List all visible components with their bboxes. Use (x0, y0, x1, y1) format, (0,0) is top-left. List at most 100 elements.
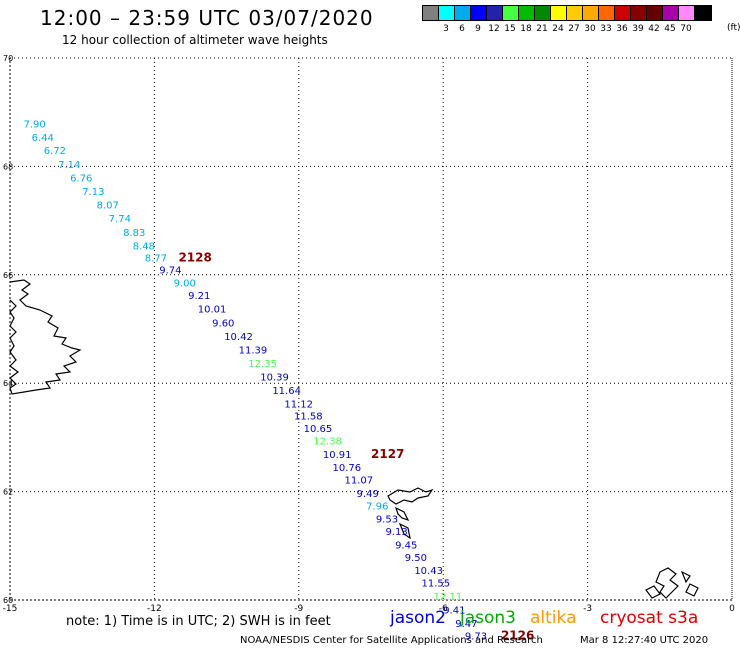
wave-height-reading: 9.13 (385, 527, 407, 538)
legend-swatch (423, 6, 439, 20)
wave-height-reading: 12.38 (313, 436, 342, 447)
wave-height-reading: 9.74 (159, 266, 181, 277)
track-id-label: 2127 (371, 447, 404, 461)
legend-swatch (615, 6, 631, 20)
lon-tick-label: -12 (147, 604, 162, 614)
legend-label: 12 (488, 24, 500, 34)
footnote: note: 1) Time is in UTC; 2) SWH is in fe… (66, 614, 331, 629)
legend-swatch (695, 6, 711, 20)
wave-height-reading: 10.76 (332, 463, 361, 474)
satellite-label: jason3 (460, 608, 516, 628)
legend-swatch (647, 6, 663, 20)
lon-tick-label: -9 (294, 604, 303, 614)
lat-tick-label: 64 (3, 379, 13, 388)
legend-swatch (631, 6, 647, 20)
wave-height-reading: 9.00 (174, 279, 196, 290)
legend-label: 36 (616, 24, 628, 34)
wave-height-reading: 7.90 (23, 119, 45, 130)
wave-height-reading: 12.11 (434, 592, 463, 603)
satellite-label: altika (530, 608, 577, 628)
legend-swatch (679, 6, 695, 20)
lon-tick-label: -3 (583, 604, 592, 614)
page-title: 12:00 – 23:59 UTC 03/07/2020 (40, 6, 374, 30)
legend-label: 9 (475, 24, 481, 34)
wave-height-reading: 7.13 (82, 187, 104, 198)
graticule: -15 -12 -9 -6 -3 0 60 62 64 66 68 70 (3, 54, 735, 614)
wave-height-reading: 9.73 (465, 632, 487, 643)
legend-label: 39 (632, 24, 644, 34)
wave-height-reading: 9.41 (443, 606, 465, 617)
lat-tick-label: 68 (3, 162, 13, 171)
wave-height-reading: 10.43 (414, 566, 443, 577)
faroe-islands (387, 487, 434, 540)
wave-height-reading: 9.21 (188, 291, 210, 302)
wave-height-reading: 9.53 (376, 514, 398, 525)
legend-label: 15 (504, 24, 516, 34)
iceland-coast (9, 279, 82, 395)
legend-label: 27 (568, 24, 580, 34)
legend-swatch (455, 6, 471, 20)
track-id-label: 2128 (178, 250, 211, 264)
wave-height-reading: 7.14 (58, 160, 80, 171)
wave-height-reading: 8.48 (133, 241, 155, 252)
wave-height-reading: 12.35 (248, 359, 277, 370)
legend-label: 33 (600, 24, 612, 34)
wave-height-reading: 10.42 (224, 332, 253, 343)
legend-label: 3 (443, 24, 449, 34)
wave-height-reading: 6.76 (70, 174, 92, 185)
wave-height-reading: 9.49 (357, 489, 379, 500)
wave-height-reading: 11.64 (272, 386, 301, 397)
legend-swatch (599, 6, 615, 20)
satellite-label: cryosat s3a (600, 608, 699, 628)
wave-height-reading: 9.47 (455, 619, 477, 630)
legend-label: 45 (664, 24, 676, 34)
legend-label: 30 (584, 24, 596, 34)
lat-tick-label: 60 (3, 596, 13, 605)
legend-label: 70 (680, 24, 692, 34)
wave-height-reading: 9.45 (395, 541, 417, 552)
coastlines (9, 279, 699, 599)
wave-height-reading: 10.01 (198, 305, 227, 316)
shetland-islands (645, 567, 699, 599)
wave-height-reading: 6.44 (32, 133, 54, 144)
legend-label: 6 (459, 24, 465, 34)
lat-tick-label: 70 (3, 54, 13, 63)
wave-height-reading: 7.74 (109, 214, 131, 225)
wave-height-reading: 11.55 (422, 578, 451, 589)
color-scale-legend: 3 6 9 12 15 18 21 24 27 30 33 36 39 42 45 70 (ft) (422, 5, 740, 34)
wave-height-reading: 6.72 (44, 146, 66, 157)
lon-tick-label: -15 (3, 604, 18, 614)
wave-height-reading: 11.07 (345, 475, 374, 486)
legend-label: 42 (648, 24, 660, 34)
credit-line: NOAA/NESDIS Center for Satellite Applica… (240, 635, 543, 646)
wave-height-reading: 11.39 (239, 345, 268, 356)
wave-height-reading: 8.77 (145, 253, 167, 264)
legend-swatch (535, 6, 551, 20)
wave-height-reading: 8.83 (123, 228, 145, 239)
wave-height-reading: 9.50 (405, 553, 427, 564)
wave-height-readings: 7.90 6.44 6.72 7.14 6.76 7.13 8.07 7.74 8.83 8.48… (23, 119, 487, 642)
generated-timestamp: Mar 8 12:27:40 UTC 2020 (580, 635, 709, 646)
legend-swatch (503, 6, 519, 20)
legend-swatch (439, 6, 455, 20)
satellite-label: jason2 (390, 608, 446, 628)
legend-swatch (567, 6, 583, 20)
wave-height-reading: 10.65 (304, 424, 333, 435)
track-ids: 2128 2127 2126 (178, 250, 534, 642)
page-subtitle: 12 hour collection of altimeter wave hei… (62, 33, 328, 47)
wave-height-reading: 8.07 (97, 201, 119, 212)
wave-height-reading: 11.58 (294, 412, 323, 423)
lon-tick-label: 0 (729, 604, 735, 614)
wave-height-reading: 11.12 (284, 400, 313, 411)
wave-height-reading: 7.96 (366, 501, 388, 512)
legend-swatch (583, 6, 599, 20)
track-id-label: 2126 (501, 629, 534, 643)
wave-height-reading: 9.60 (212, 318, 234, 329)
legend-label: 18 (520, 24, 532, 34)
legend-swatch (487, 6, 503, 20)
legend-swatch (663, 6, 679, 20)
lat-tick-label: 66 (3, 271, 13, 280)
legend-swatch (551, 6, 567, 20)
